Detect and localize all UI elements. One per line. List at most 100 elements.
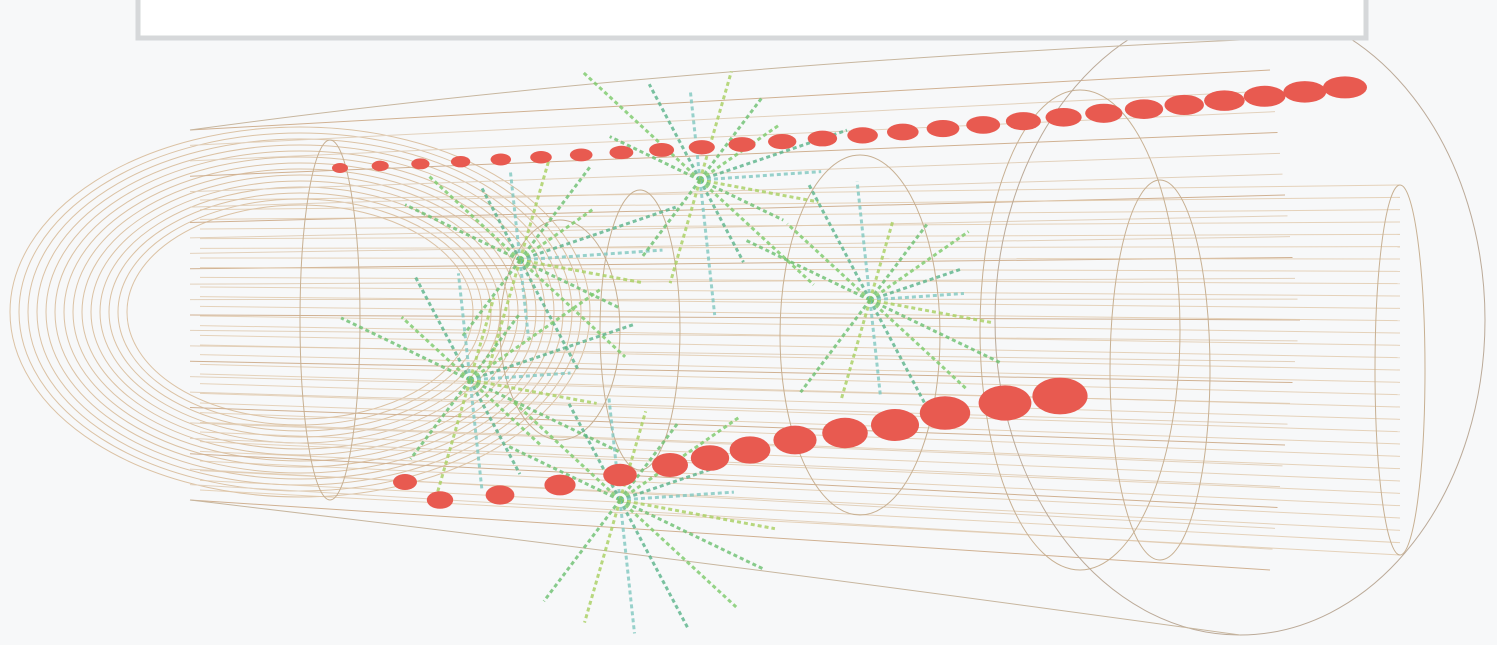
track-hit xyxy=(332,163,348,173)
inner-line xyxy=(199,392,1401,433)
barrel-line xyxy=(189,69,1271,131)
inner-line xyxy=(199,315,1401,334)
inner-line xyxy=(199,286,1401,297)
hit-fan xyxy=(518,166,592,261)
inner-line xyxy=(199,363,1401,396)
inner-line xyxy=(199,431,1401,482)
hit-fans xyxy=(340,70,1001,634)
hit-fan xyxy=(519,248,663,262)
barrel-line xyxy=(189,391,1288,425)
hit-fan xyxy=(619,466,715,502)
cap-ring xyxy=(126,204,474,420)
track-hit xyxy=(728,137,756,152)
hit-fan xyxy=(868,298,969,391)
hit-fan xyxy=(518,259,530,338)
hit-fan xyxy=(409,379,472,460)
hit-fan xyxy=(698,179,717,316)
track-hit xyxy=(544,474,576,496)
hit-fan xyxy=(518,158,551,261)
hit-fan xyxy=(869,267,961,302)
inner-line xyxy=(199,325,1401,346)
hit-fan xyxy=(618,499,636,634)
barrel-line xyxy=(189,277,1296,285)
outer-edge xyxy=(189,34,1361,131)
hit-fan xyxy=(698,71,733,181)
hit-fan xyxy=(456,273,472,381)
hit-fan xyxy=(699,178,819,204)
ring xyxy=(1109,179,1211,561)
hit-fan xyxy=(619,498,764,571)
hit-fan xyxy=(400,315,472,382)
hit-fan xyxy=(340,316,471,382)
hit-fan xyxy=(510,398,622,502)
inner-line xyxy=(199,354,1401,383)
track-hit xyxy=(1005,112,1041,131)
barrel-line xyxy=(189,257,1293,270)
hit-fan xyxy=(699,170,822,182)
track-hit xyxy=(603,463,637,487)
hit-fan xyxy=(434,379,472,498)
hit-fan xyxy=(519,258,620,310)
hit-fan xyxy=(868,299,882,396)
track-hit xyxy=(1045,107,1082,127)
cap-ring xyxy=(9,126,591,498)
inner-line xyxy=(199,450,1401,507)
inner-line xyxy=(199,267,1401,272)
hit-fan xyxy=(745,239,871,302)
track-hit xyxy=(1124,99,1164,119)
cap-ring xyxy=(54,156,546,468)
cap-ring xyxy=(63,162,537,462)
track-hit xyxy=(530,151,552,164)
hit-fan xyxy=(581,70,702,182)
track-hit xyxy=(490,153,512,166)
hit-fan xyxy=(869,230,970,302)
track-hit xyxy=(688,140,715,155)
track-hit xyxy=(609,145,634,160)
hit-fan xyxy=(468,378,542,446)
ring xyxy=(1374,184,1426,556)
barrel-line xyxy=(189,437,1281,488)
hit-fan xyxy=(469,378,597,405)
ring xyxy=(599,189,681,471)
hit-fan xyxy=(519,205,677,262)
hit-fan xyxy=(468,379,522,475)
hit-fan xyxy=(609,135,701,182)
inner-line xyxy=(199,296,1401,309)
hit-fan xyxy=(806,182,872,301)
track-hit xyxy=(450,155,471,168)
hit-fan xyxy=(413,275,472,381)
inner-line xyxy=(199,196,1401,211)
hit-fan xyxy=(868,223,928,301)
track-hit xyxy=(886,123,919,141)
hit-fan xyxy=(542,499,622,603)
inner-line xyxy=(199,383,1401,420)
hit-fan xyxy=(869,291,965,302)
hit-fan xyxy=(668,179,702,284)
inner-line xyxy=(199,402,1401,445)
track-hit xyxy=(1283,81,1327,103)
inner-line xyxy=(199,334,1401,359)
hit-fan xyxy=(698,179,745,263)
hit-fan xyxy=(618,422,679,501)
caption-box xyxy=(135,0,1369,41)
barrel-line xyxy=(189,360,1293,383)
barrel-line xyxy=(189,453,1278,508)
hit-fan xyxy=(869,298,1001,364)
hit-fan xyxy=(583,499,622,623)
barrel-line xyxy=(189,329,1298,342)
track-hit xyxy=(1243,85,1286,107)
outer-edge xyxy=(189,499,1241,636)
inner-line xyxy=(199,246,1401,249)
track-hit xyxy=(1085,103,1123,123)
hit-fan xyxy=(688,91,702,181)
inner-line xyxy=(199,276,1401,285)
hit-fan xyxy=(469,371,571,382)
hit-fan xyxy=(519,207,595,262)
barrel-line xyxy=(189,236,1291,254)
track-hit xyxy=(1204,90,1245,111)
cap-ring xyxy=(99,186,501,438)
hit-fan xyxy=(518,258,627,358)
hit-fan xyxy=(618,499,689,629)
